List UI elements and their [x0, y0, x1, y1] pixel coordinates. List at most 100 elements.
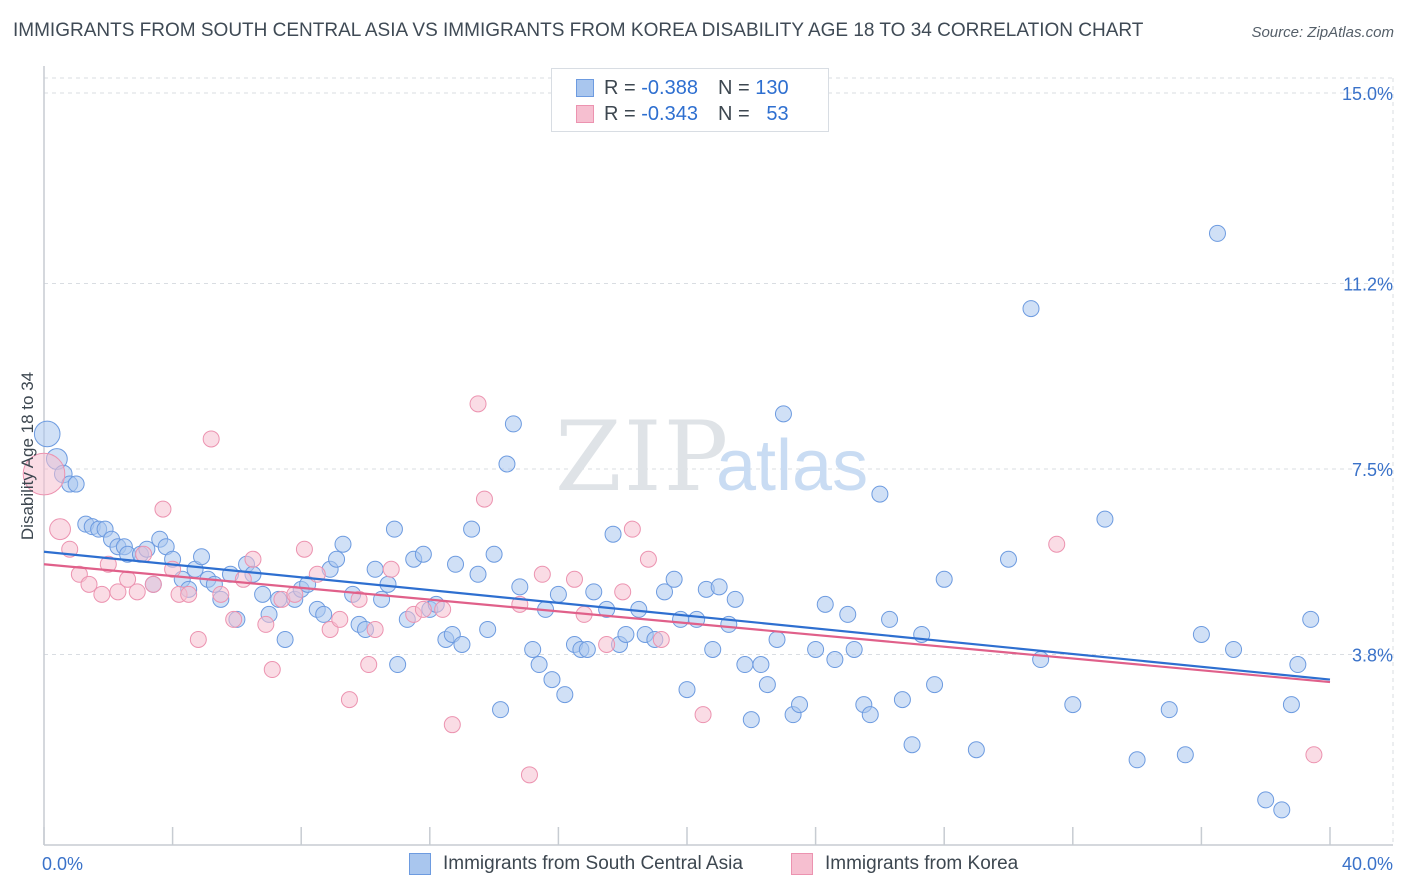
- data-point-south-central-asia: [774, 405, 792, 423]
- legend-r-value: -0.388: [641, 76, 698, 99]
- data-point-south-central-asia: [839, 605, 857, 623]
- data-point-korea: [263, 661, 281, 679]
- data-point-korea: [565, 570, 583, 588]
- legend-row-korea: R = -0.343 N = 53: [576, 103, 789, 125]
- data-point-south-central-asia: [585, 583, 603, 601]
- data-point-korea: [225, 610, 243, 628]
- data-point-south-central-asia: [328, 550, 346, 568]
- legend-n-value: 53: [766, 102, 789, 125]
- data-point-south-central-asia: [926, 676, 944, 694]
- data-point-south-central-asia: [366, 560, 384, 578]
- bottom-legend-label: Immigrants from South Central Asia: [443, 853, 743, 874]
- data-point-south-central-asia: [385, 520, 403, 538]
- data-point-south-central-asia: [1128, 751, 1146, 769]
- data-point-south-central-asia: [871, 485, 889, 503]
- data-point-south-central-asia: [511, 578, 529, 596]
- data-point-korea: [350, 590, 368, 608]
- x-tick-label: 40.0%: [1342, 854, 1393, 874]
- data-point-korea: [434, 600, 452, 618]
- data-point-south-central-asia: [33, 420, 61, 448]
- data-point-south-central-asia: [469, 565, 487, 583]
- data-point-south-central-asia: [492, 701, 510, 719]
- data-point-south-central-asia: [1192, 625, 1210, 643]
- data-point-korea: [520, 766, 538, 784]
- data-point-korea: [234, 570, 252, 588]
- series-south-central-asia: [33, 224, 1320, 819]
- data-point-south-central-asia: [543, 671, 561, 689]
- data-point-south-central-asia: [276, 630, 294, 648]
- data-point-south-central-asia: [604, 525, 622, 543]
- y-axis-title: Disability Age 18 to 34: [18, 372, 37, 540]
- data-point-korea: [639, 550, 657, 568]
- data-point-south-central-asia: [1022, 300, 1040, 318]
- data-point-korea: [652, 630, 670, 648]
- axis-layer: [43, 66, 1393, 846]
- data-point-south-central-asia: [504, 415, 522, 433]
- data-point-south-central-asia: [768, 630, 786, 648]
- data-point-korea: [694, 706, 712, 724]
- bottom-legend-swatch-pink: [791, 853, 813, 875]
- data-point-south-central-asia: [479, 620, 497, 638]
- data-point-korea: [366, 620, 384, 638]
- watermark-zip: ZIP: [555, 401, 730, 513]
- data-point-south-central-asia: [655, 583, 673, 601]
- bottom-legend-south-central-asia: Immigrants from South Central Asia: [409, 852, 743, 876]
- data-point-south-central-asia: [498, 455, 516, 473]
- data-point-south-central-asia: [1176, 746, 1194, 764]
- data-point-korea: [189, 630, 207, 648]
- data-point-south-central-asia: [1160, 701, 1178, 719]
- data-point-south-central-asia: [315, 605, 333, 623]
- data-point-south-central-asia: [903, 736, 921, 754]
- points-layer: [22, 224, 1323, 819]
- y-tick-label: 15.0%: [1342, 84, 1393, 104]
- x-tick-label: 0.0%: [42, 854, 83, 874]
- y-tick-label: 7.5%: [1352, 460, 1393, 480]
- legend-r-label: R =: [604, 76, 636, 99]
- data-point-korea: [614, 583, 632, 601]
- data-point-south-central-asia: [447, 555, 465, 573]
- data-point-south-central-asia: [1225, 640, 1243, 658]
- source-label: Source: ZipAtlas.com: [1251, 24, 1394, 41]
- data-point-korea: [202, 430, 220, 448]
- data-point-south-central-asia: [193, 548, 211, 566]
- data-point-korea: [533, 565, 551, 583]
- data-point-south-central-asia: [1257, 791, 1275, 809]
- legend-n-label: N =: [717, 102, 750, 125]
- data-point-korea: [475, 490, 493, 508]
- data-point-korea: [144, 575, 162, 593]
- data-point-south-central-asia: [710, 578, 728, 596]
- data-point-south-central-asia: [967, 741, 985, 759]
- data-point-south-central-asia: [893, 691, 911, 709]
- data-point-south-central-asia: [1096, 510, 1114, 528]
- trend-line-south-central-asia: [43, 550, 1331, 681]
- data-point-south-central-asia: [791, 696, 809, 714]
- legend-r-value: -0.343: [641, 102, 698, 125]
- legend-n-label: N =: [717, 76, 750, 99]
- data-point-south-central-asia: [665, 570, 683, 588]
- data-point-south-central-asia: [726, 590, 744, 608]
- data-point-korea: [257, 615, 275, 633]
- data-point-korea: [128, 583, 146, 601]
- data-point-korea: [331, 610, 349, 628]
- data-point-south-central-asia: [556, 686, 574, 704]
- data-point-korea: [49, 518, 71, 541]
- data-point-korea: [180, 585, 198, 603]
- data-point-korea: [1305, 746, 1323, 764]
- data-point-korea: [360, 656, 378, 674]
- data-point-south-central-asia: [752, 656, 770, 674]
- trend-layer: [43, 550, 1331, 684]
- data-point-korea: [135, 545, 153, 563]
- data-point-south-central-asia: [807, 640, 825, 658]
- data-point-south-central-asia: [736, 656, 754, 674]
- y-tick-label: 11.2%: [1343, 275, 1393, 295]
- data-point-south-central-asia: [549, 585, 567, 603]
- data-point-korea: [469, 395, 487, 413]
- data-point-south-central-asia: [1302, 610, 1320, 628]
- legend-swatch-pink: [576, 105, 594, 123]
- legend-swatch-blue: [576, 79, 594, 97]
- legend-row-south-central-asia: R = -0.388 N = 130: [576, 77, 789, 99]
- labels-layer: 3.8% 7.5% 11.2% 15.0% 0.0% 40.0% Disability Ag…: [18, 84, 1393, 874]
- legend-r-label: R =: [604, 102, 636, 125]
- stats-legend: R = -0.388 N = 130 R = -0.343 N = 53: [551, 68, 829, 132]
